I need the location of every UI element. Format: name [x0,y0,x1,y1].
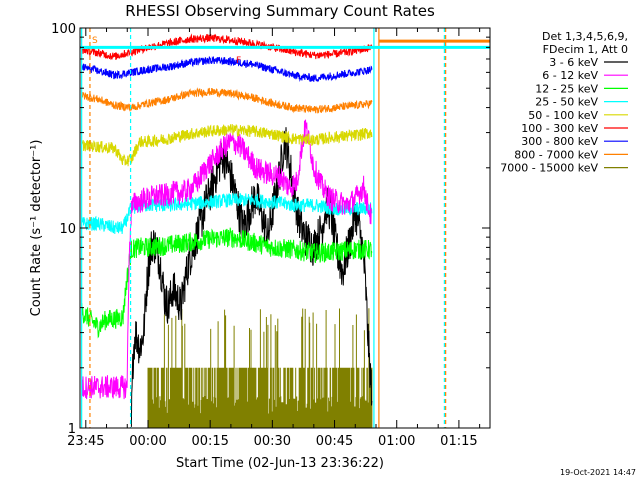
legend-label-b7000: 7000 - 15000 keV [500,162,598,175]
annotation-f: F [236,56,241,66]
chart-title: RHESSI Observing Summary Count Rates [125,2,435,20]
legend-label-b12: 12 - 25 keV [535,82,598,95]
y-axis-label: Count Rate (s⁻¹ detector⁻¹) [29,140,44,317]
x-tick-label: 23:45 [67,434,104,449]
x-tick-label: 00:30 [254,434,291,449]
plot-series-group [80,28,490,428]
series-line-b3 [130,127,373,427]
series-line-b800 [81,87,373,114]
y-tick-label: 100 [51,22,76,37]
legend-label-b300: 300 - 800 keV [521,135,598,148]
legend-label-b800: 800 - 7000 keV [514,148,598,161]
legend-label-b100: 100 - 300 keV [521,122,598,135]
x-tick-label: 01:15 [440,434,477,449]
x-axis-label: Start Time (02-Jun-13 23:36:22) [176,456,384,471]
x-axis: 23:45 00:00 00:15 00:30 00:45 01:00 01:15 [67,28,481,449]
x-tick-label: 01:00 [378,434,415,449]
annotation-s: S [92,36,98,46]
plot-area [80,28,490,428]
legend-label-b50: 50 - 100 keV [528,109,598,122]
y-tick-label: 1 [68,422,76,437]
legend-label-b25: 25 - 50 keV [535,96,598,109]
x-tick-label: 00:45 [316,434,353,449]
series-line-b7000 [147,308,373,428]
x-tick-label: 00:00 [129,434,166,449]
legend: Det 1,3,4,5,6,9, FDecim 1, Att 0 3 - 6 k… [500,30,628,175]
legend-label-b6: 6 - 12 keV [542,69,598,82]
footer-timestamp: 19-Oct-2021 14:47 [560,468,636,477]
legend-header-line-2: FDecim 1, Att 0 [543,43,628,56]
y-axis: 1 10 100 [51,22,490,437]
y-tick-label: 10 [59,222,76,237]
series-line-b12 [81,227,373,339]
x-tick-label: 00:15 [191,434,228,449]
legend-header-line-1: Det 1,3,4,5,6,9, [542,30,628,43]
legend-label-b3: 3 - 6 keV [549,56,598,69]
